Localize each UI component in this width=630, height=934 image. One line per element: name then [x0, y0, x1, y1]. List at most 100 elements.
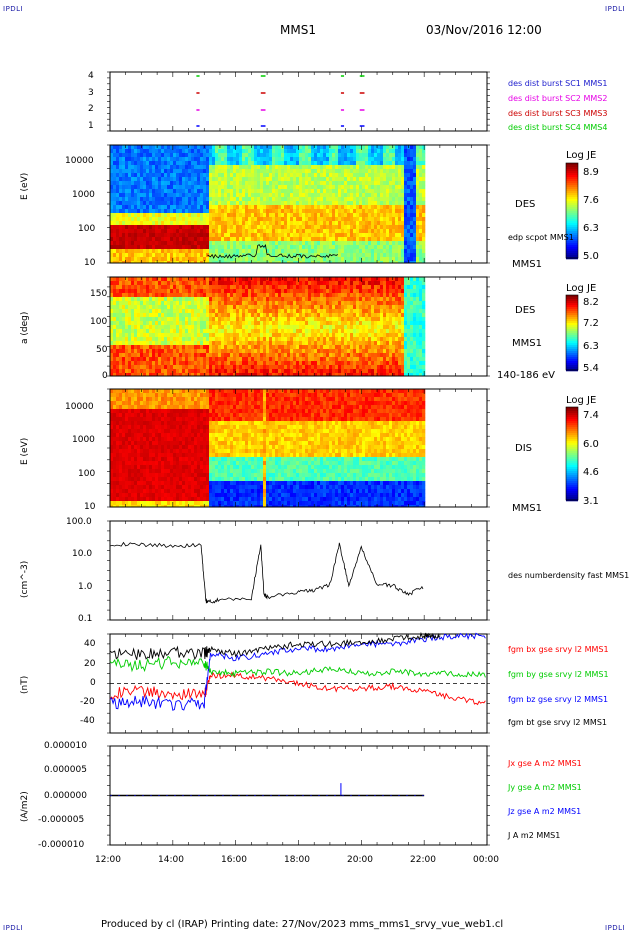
- spectrogram-cell: [341, 145, 345, 150]
- spectrogram-cell: [317, 293, 321, 298]
- spectrogram-cell: [335, 181, 339, 186]
- spectrogram-cell: [203, 349, 207, 354]
- spectrogram-cell: [416, 173, 420, 178]
- spectrogram-cell: [122, 165, 126, 170]
- spectrogram-cell: [299, 345, 303, 350]
- spectrogram-cell: [131, 293, 135, 298]
- spectrogram-cell: [416, 165, 420, 170]
- spectrogram-cell: [269, 369, 273, 374]
- spectrogram-cell: [218, 213, 222, 218]
- spectrogram-cell: [413, 225, 417, 230]
- spectrogram-cell: [233, 233, 237, 238]
- spectrogram-cell: [254, 193, 258, 198]
- spectrogram-cell: [191, 249, 195, 254]
- spectrogram-cell: [377, 225, 381, 230]
- spectrogram-cell: [263, 229, 267, 234]
- spectrogram-cell: [365, 213, 369, 218]
- spectrogram-cell: [386, 193, 390, 198]
- spectrogram-cell: [245, 197, 249, 202]
- spectrogram-cell: [326, 261, 330, 264]
- spectrogram-cell: [212, 261, 216, 264]
- spectrogram-cell: [305, 257, 309, 262]
- spectrogram-cell: [287, 297, 291, 302]
- spectrogram-cell: [212, 205, 216, 210]
- spectrogram-cell: [290, 205, 294, 210]
- spectrogram-cell: [332, 169, 336, 174]
- spectrogram-cell: [359, 189, 363, 194]
- spectrogram-cell: [377, 221, 381, 226]
- spectrogram-cell: [137, 181, 141, 186]
- spectrogram-cell: [317, 281, 321, 286]
- spectrogram-cell: [230, 353, 234, 358]
- spectrogram-cell: [278, 317, 282, 322]
- spectrogram-cell: [401, 229, 405, 234]
- spectrogram-cell: [116, 253, 120, 258]
- spectrogram-cell: [257, 261, 261, 264]
- spectrogram-cell: [233, 257, 237, 262]
- spectrogram-cell: [275, 337, 279, 342]
- spectrogram-cell: [125, 197, 129, 202]
- spectrogram-cell: [287, 161, 291, 166]
- spectrogram-cell: [158, 233, 162, 238]
- spectrogram-cell: [116, 353, 120, 358]
- spectrogram-cell: [374, 145, 378, 150]
- spectrogram-cell: [110, 245, 114, 250]
- spectrogram-cell: [353, 161, 357, 166]
- spectrogram-cell: [278, 365, 282, 370]
- spectrogram-cell: [287, 345, 291, 350]
- spectrogram-cell: [152, 321, 156, 326]
- spectrogram-cell: [341, 253, 345, 258]
- spectrogram-cell: [245, 213, 249, 218]
- spectrogram-cell: [347, 189, 351, 194]
- spectrogram-cell: [290, 225, 294, 230]
- spectrogram-cell: [158, 241, 162, 246]
- spectrogram-cell: [350, 249, 354, 254]
- spectrogram-cell: [290, 301, 294, 306]
- spectrogram-cell: [209, 225, 213, 230]
- spectrogram-cell: [314, 337, 318, 342]
- spectrogram-cell: [239, 337, 243, 342]
- spectrogram-cell: [215, 157, 219, 162]
- spectrogram-cell: [230, 305, 234, 310]
- spectrogram-cell: [269, 161, 273, 166]
- spectrogram-cell: [263, 165, 267, 170]
- spectrogram-cell: [161, 233, 165, 238]
- spectrogram-cell: [257, 361, 261, 366]
- spectrogram-cell: [242, 317, 246, 322]
- spectrogram-cell: [356, 165, 360, 170]
- spectrogram-cell: [116, 149, 120, 154]
- spectrogram-cell: [257, 317, 261, 322]
- spectrogram-cell: [170, 229, 174, 234]
- spectrogram-cell: [332, 173, 336, 178]
- spectrogram-cell: [113, 325, 117, 330]
- spectrogram-cell: [299, 373, 303, 377]
- spectrogram-cell: [341, 201, 345, 206]
- spectrogram-cell: [224, 153, 228, 158]
- spectrogram-cell: [140, 165, 144, 170]
- spectrogram-cell: [281, 321, 285, 326]
- spectrogram-cell: [329, 281, 333, 286]
- spectrogram-cell: [128, 257, 132, 262]
- spectrogram-cell: [377, 173, 381, 178]
- spectrogram-cell: [200, 321, 204, 326]
- spectrogram-cell: [245, 297, 249, 302]
- spectrogram-cell: [242, 241, 246, 246]
- spectrogram-cell: [323, 221, 327, 226]
- spectrogram-cell: [272, 237, 276, 242]
- spectrogram-cell: [236, 177, 240, 182]
- spectrogram-cell: [305, 177, 309, 182]
- spectrogram-cell: [248, 301, 252, 306]
- spectrogram-cell: [278, 193, 282, 198]
- spectrogram-cell: [206, 373, 210, 377]
- spectrogram-cell: [230, 157, 234, 162]
- spectrogram-cell: [392, 205, 396, 210]
- spectrogram-cell: [155, 373, 159, 377]
- spectrogram-cell: [347, 201, 351, 206]
- spectrogram-cell: [293, 325, 297, 330]
- spectrogram-cell: [365, 241, 369, 246]
- spectrogram-cell: [152, 305, 156, 310]
- spectrogram-cell: [413, 217, 417, 222]
- spectrogram-cell: [359, 197, 363, 202]
- spectrogram-cell: [161, 221, 165, 226]
- spectrogram-cell: [131, 241, 135, 246]
